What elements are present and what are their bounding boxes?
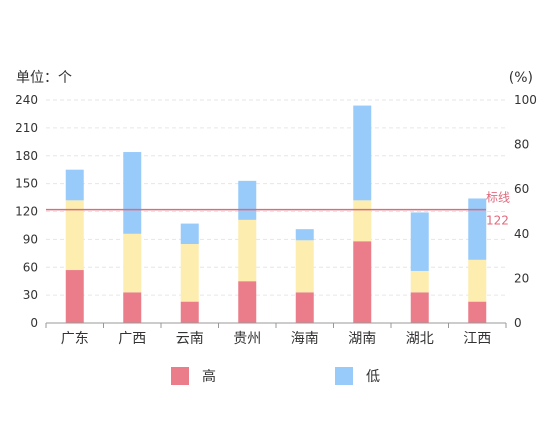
bar-segment (468, 198, 487, 260)
right-tick-label: 80 (514, 138, 529, 152)
left-tick-label: 30 (23, 288, 38, 302)
reference-line-label: 标线 (486, 191, 510, 205)
right-tick-label: 20 (514, 271, 529, 285)
right-tick-label: 0 (514, 316, 522, 330)
bar-segment (180, 223, 199, 245)
left-tick-label: 180 (15, 149, 38, 163)
bar-segment (295, 229, 314, 241)
legend-swatch (335, 367, 353, 385)
legend-label: 低 (366, 369, 380, 385)
bar-segment (123, 152, 142, 234)
left-tick-label: 240 (15, 93, 38, 107)
left-tick-label: 90 (23, 232, 38, 246)
bar-segment (468, 259, 487, 302)
axes: 0 30 60 90 120 150 180 210 240 0 20 40 60 80 100 广东 广西 云南… (15, 93, 537, 347)
category-label: 江西 (463, 331, 491, 347)
category-label: 广西 (118, 331, 146, 347)
bar-segment (295, 240, 314, 293)
bar-segment (410, 292, 429, 323)
bar-segment (123, 292, 142, 323)
bar-segment (238, 219, 257, 282)
category-label: 云南 (176, 331, 204, 347)
category-label: 贵州 (233, 331, 261, 347)
reference-line-value: 122 (486, 214, 509, 228)
right-tick-label: 40 (514, 227, 529, 241)
legend-swatch (171, 367, 189, 385)
bar-segment (353, 200, 372, 242)
left-tick-label: 60 (23, 260, 38, 274)
bar-segment (180, 301, 199, 323)
left-tick-label: 210 (15, 121, 38, 135)
bar-segment (238, 281, 257, 323)
reference-line-group: 标线 122 (46, 191, 510, 228)
bars (65, 105, 487, 323)
grid-lines (46, 99, 506, 296)
legend-label: 高 (202, 368, 216, 385)
bar-segment (238, 180, 257, 220)
category-label: 海南 (291, 331, 319, 347)
bar-segment (65, 200, 84, 271)
category-label: 广东 (61, 331, 89, 347)
category-label: 湖南 (348, 331, 376, 347)
bar-segment (410, 212, 429, 271)
bar-segment (123, 233, 142, 293)
bar-segment (295, 292, 314, 323)
left-tick-label: 150 (15, 177, 38, 191)
bar-segment (468, 301, 487, 323)
left-axis-label: 单位：个 (16, 70, 72, 86)
bar-segment (353, 105, 372, 201)
category-label: 湖北 (406, 331, 434, 347)
bar-segment (65, 270, 84, 323)
bar-segment (180, 244, 199, 302)
left-tick-label: 120 (15, 205, 38, 219)
bar-segment (353, 241, 372, 323)
right-tick-label: 100 (514, 93, 537, 107)
right-axis-label: (%) (509, 70, 533, 86)
bar-segment (65, 169, 84, 201)
legend: 高低 (171, 367, 380, 385)
right-tick-label: 60 (514, 182, 529, 196)
left-tick-label: 0 (30, 316, 38, 330)
bar-segment (410, 270, 429, 293)
